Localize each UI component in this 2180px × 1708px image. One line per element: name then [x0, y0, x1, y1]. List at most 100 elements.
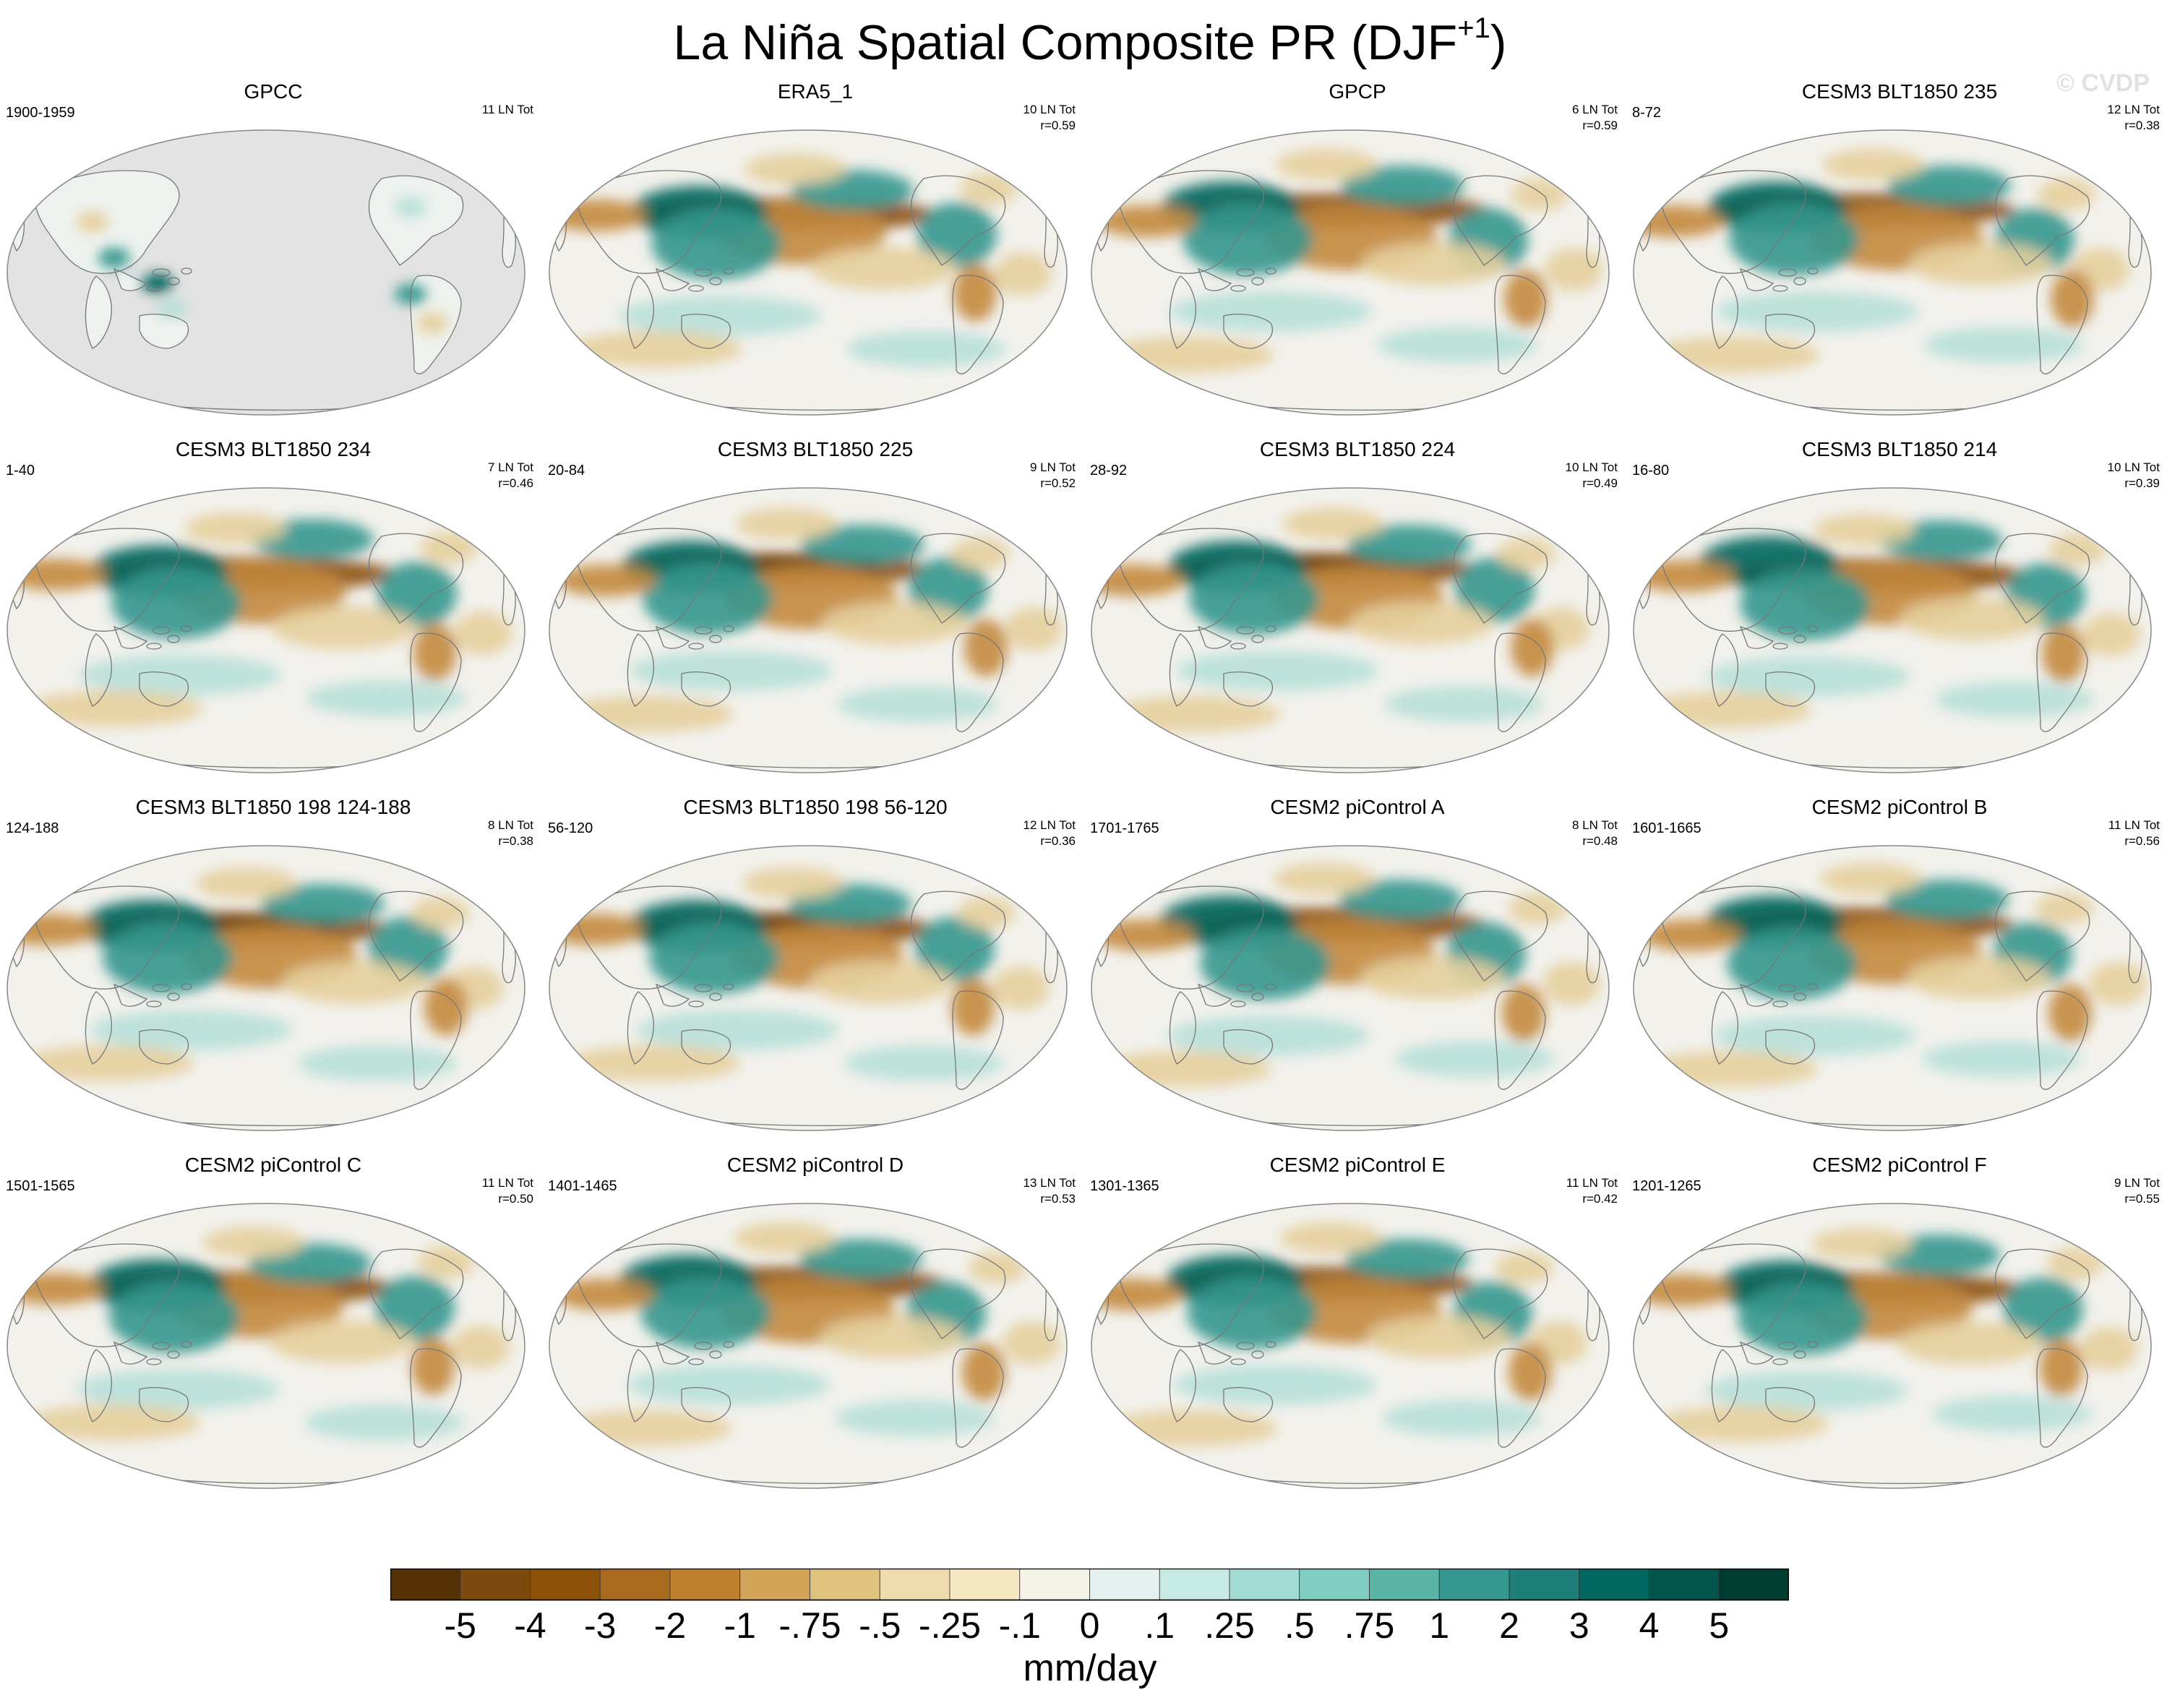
coastline — [2036, 1348, 2088, 1448]
world-map — [549, 845, 1068, 1131]
coastline — [1197, 1341, 1232, 1365]
precip-anomaly — [1495, 1252, 1553, 1284]
island-outline — [2084, 1240, 2106, 1250]
island-outline — [152, 1342, 171, 1350]
coastline — [1452, 891, 1548, 982]
island-outline — [1236, 268, 1255, 277]
coastline — [34, 1243, 180, 1347]
map-panel: GPCC 1900-1959 11 LN Tot — [6, 80, 541, 420]
precip-anomaly — [1511, 619, 1554, 677]
precip-anomaly — [838, 686, 997, 722]
precip-anomaly — [569, 331, 742, 367]
precip-anomaly — [1729, 203, 1859, 275]
precip-anomaly — [1634, 560, 1735, 592]
coastline — [1711, 1349, 1738, 1422]
colorbar-swatch — [810, 1568, 880, 1601]
pattern-correlation: r=0.49 — [1582, 476, 1618, 490]
precip-anomaly — [811, 246, 956, 290]
precip-anomaly — [742, 867, 844, 899]
coastline — [1169, 275, 1196, 349]
island-outline — [2084, 882, 2106, 892]
precip-anomaly — [558, 1410, 731, 1446]
island-outline — [1236, 1342, 1255, 1350]
coastline — [1118, 1243, 1264, 1347]
island-outline — [1018, 536, 1032, 544]
coastline — [1494, 632, 1546, 732]
island-outline — [458, 1240, 479, 1250]
precip-anomaly — [2051, 270, 2094, 327]
coastline — [1118, 170, 1264, 274]
la-nina-count: 11 LN Tot — [1566, 1176, 1618, 1190]
colorbar-tick-label: 0 — [1079, 1605, 1100, 1646]
precip-anomaly — [1094, 919, 1196, 951]
precip-anomaly — [2082, 613, 2140, 656]
precip-anomaly — [992, 966, 1050, 1010]
precip-anomaly — [2042, 625, 2085, 682]
colorbar-tick-label: 2 — [1499, 1605, 1519, 1646]
pattern-correlation: r=0.38 — [498, 834, 533, 848]
panel-years: 1601-1665 — [1632, 820, 1701, 836]
precip-anomaly — [1641, 919, 1742, 951]
coastline — [34, 528, 180, 632]
map-border — [1633, 129, 2152, 416]
precip-anomaly — [1509, 893, 1566, 924]
precip-anomaly — [1933, 1396, 2092, 1432]
colorbar-swatch — [1089, 1568, 1160, 1601]
precip-anomaly — [554, 1279, 656, 1310]
island-outline — [1102, 1240, 1121, 1250]
map-panel: GPCP 6 LN Tot r=0.59 — [1090, 80, 1625, 420]
coastline — [85, 633, 112, 707]
panel-years: 1401-1465 — [548, 1178, 617, 1194]
precip-anomaly — [799, 1239, 922, 1279]
panel-title: CESM3 BLT1850 225 — [717, 438, 914, 460]
world-map — [549, 487, 1068, 773]
coastline — [952, 990, 1004, 1090]
precip-anomaly — [269, 1320, 413, 1363]
coastline — [368, 175, 464, 266]
precip-anomaly — [836, 1400, 995, 1436]
map-border — [1091, 487, 1610, 773]
island-outline — [181, 1341, 192, 1348]
island-outline — [1793, 992, 1806, 1001]
precip-anomaly — [196, 867, 297, 899]
panel-years: 124-188 — [6, 820, 59, 836]
la-nina-count: 9 LN Tot — [2114, 1176, 2160, 1190]
land-area — [140, 314, 189, 348]
figure-title: La Niña Spatial Composite PR (DJF+1) — [0, 12, 2180, 70]
map-panel: CESM3 BLT1850 198 124-188 124-188 8 LN Tot… — [6, 796, 541, 1136]
coastline — [139, 314, 189, 349]
map-panel: CESM3 BLT1850 235 8-72 12 LN Tot r=0.38 — [1632, 80, 2167, 420]
coastline — [1660, 528, 1806, 632]
coastline — [952, 275, 1004, 374]
precip-anomaly — [1362, 242, 1506, 286]
panel-event-count: 12 LN Tot r=0.38 — [2108, 102, 2160, 134]
precip-anomaly — [377, 562, 457, 627]
title-suffix: ) — [1490, 15, 1507, 70]
coastline — [113, 1341, 148, 1365]
coastline — [1765, 1387, 1815, 1422]
precip-anomaly — [79, 655, 281, 695]
colorbar-tick-label: -4 — [514, 1605, 546, 1646]
coastline — [410, 990, 462, 1090]
precip-anomaly — [1727, 927, 1857, 1000]
island-outline — [723, 267, 734, 275]
coastline — [2036, 632, 2088, 732]
island-outline — [709, 1350, 722, 1359]
colorbar-swatch — [1229, 1568, 1300, 1601]
pattern-correlation: r=0.52 — [1040, 476, 1076, 490]
island-outline — [1000, 524, 1021, 534]
panel-event-count: 10 LN Tot r=0.49 — [1566, 460, 1618, 492]
panel-event-count: 10 LN Tot r=0.39 — [2108, 460, 2160, 492]
pattern-correlation: r=0.46 — [498, 476, 533, 490]
title-main: La Niña Spatial Composite PR (DJF — [673, 15, 1458, 70]
precip-anomaly — [1366, 1316, 1511, 1359]
precip-anomaly — [1738, 1282, 1868, 1355]
colorbar-tick-label: -1 — [724, 1605, 756, 1646]
precip-anomaly — [109, 1281, 239, 1353]
panel-event-count: 8 LN Tot r=0.48 — [1572, 817, 1618, 849]
coastline — [1660, 170, 1806, 274]
coastline — [1494, 1348, 1546, 1448]
coastline — [1169, 1349, 1196, 1422]
precip-anomaly — [1924, 327, 2083, 363]
map-border — [549, 129, 1068, 416]
